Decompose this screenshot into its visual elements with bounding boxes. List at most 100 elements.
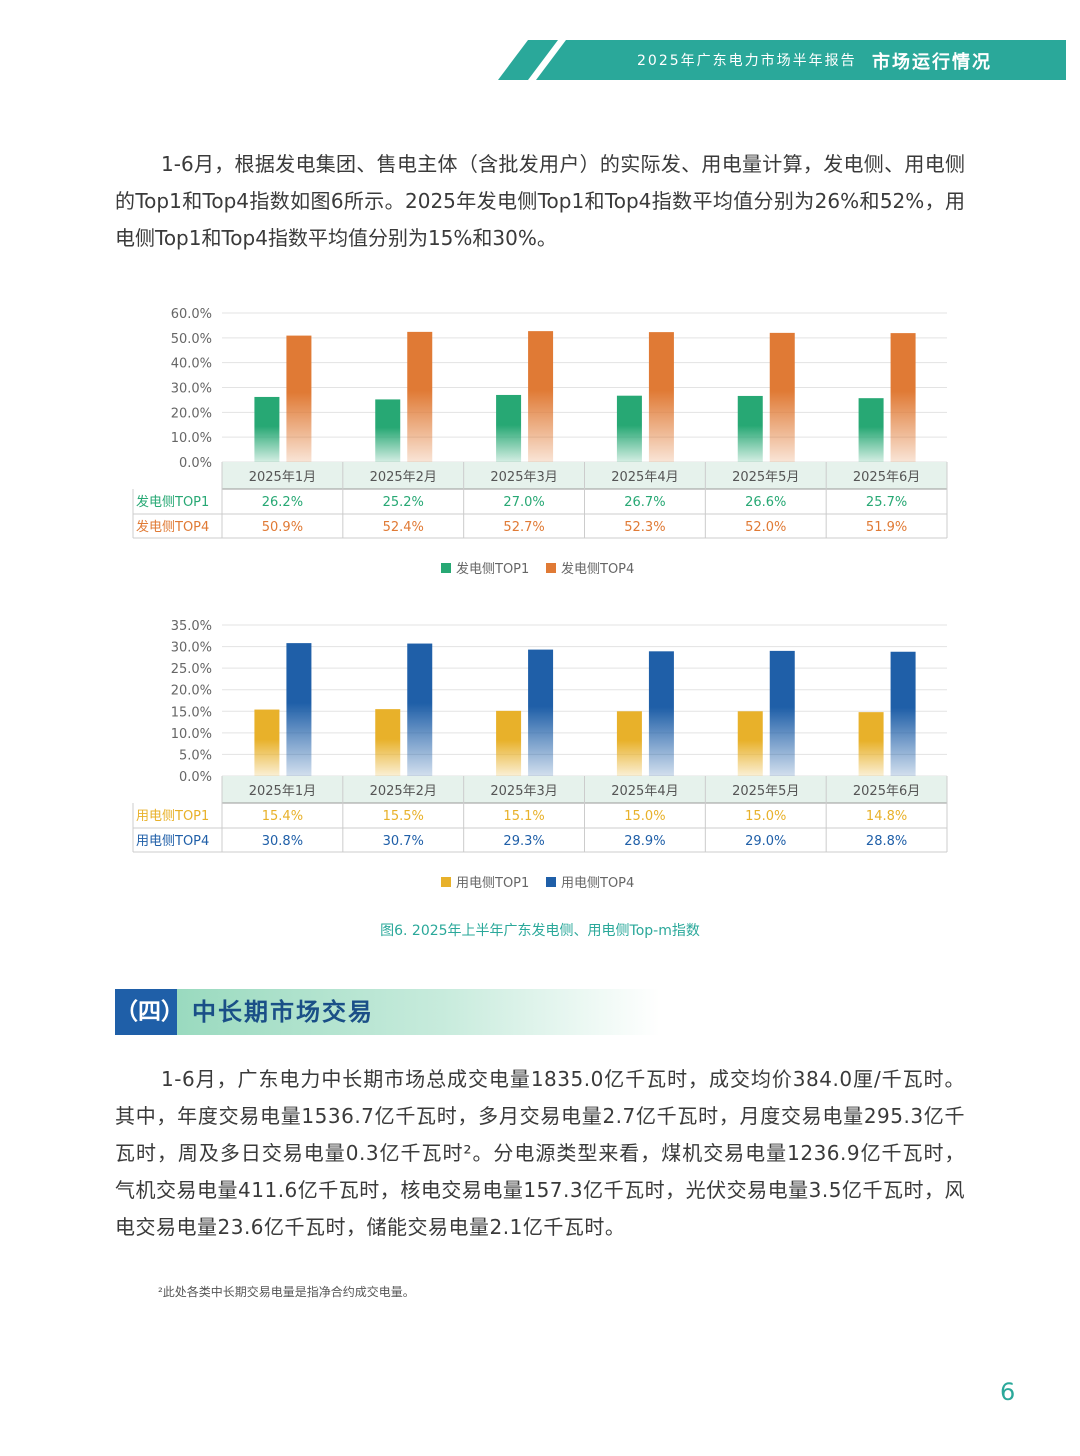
bar-发电侧TOP1 [254,396,280,462]
y-tick-label: 30.0% [171,641,212,656]
category-label: 2025年6月 [853,470,920,485]
legend-label: 发电侧TOP4 [561,561,634,577]
section-header: （四） 中长期市场交易 [115,989,660,1035]
bar-发电侧TOP4 [407,331,433,462]
y-tick-label: 40.0% [171,357,212,372]
data-label: 52.7% [503,520,544,535]
data-label: 25.7% [866,495,907,510]
category-label: 2025年5月 [732,784,799,799]
header-banner [498,40,1066,80]
category-label: 2025年6月 [853,784,920,799]
y-tick-label: 0.0% [179,456,212,471]
y-tick-label: 15.0% [171,705,212,720]
row-label: 发电侧TOP4 [136,519,209,535]
data-label: 15.1% [503,809,544,824]
bar-发电侧TOP4 [769,332,795,462]
category-label: 2025年4月 [611,784,678,799]
y-tick-label: 50.0% [171,332,212,347]
bar-用电侧TOP4 [286,643,312,776]
legend-label: 用电侧TOP1 [456,876,529,891]
y-tick-label: 20.0% [171,406,212,421]
data-label: 52.0% [745,520,786,535]
data-label: 29.3% [503,834,544,849]
data-label: 14.8% [866,809,907,824]
category-label: 2025年1月 [249,784,316,799]
bar-用电侧TOP1 [496,710,522,776]
bar-发电侧TOP1 [858,398,884,462]
y-tick-label: 10.0% [171,431,212,446]
report-title: 2025年广东电力市场半年报告 [637,53,857,69]
bar-用电侧TOP4 [890,651,916,776]
category-label: 2025年1月 [249,470,316,485]
y-tick-label: 60.0% [171,307,212,322]
legend-label: 用电侧TOP4 [561,876,634,891]
row-label: 发电侧TOP1 [136,494,209,510]
category-label: 2025年2月 [370,784,437,799]
bar-用电侧TOP1 [375,709,401,776]
legend-swatch [546,877,556,887]
bar-用电侧TOP4 [769,650,795,776]
category-label: 2025年3月 [490,470,557,485]
data-label: 15.0% [745,809,786,824]
legend-label: 发电侧TOP1 [456,561,529,577]
section-heading: 市场运行情况 [872,52,992,73]
legend-swatch [546,563,556,573]
generation-side-chart: 0.0% 10.0% 20.0% 30.0% 40.0% 50.0% 60.0% 2025年1… [132,307,948,577]
bar-发电侧TOP4 [890,333,916,462]
bar-发电侧TOP1 [616,395,642,462]
data-label: 27.0% [503,495,544,510]
bar-发电侧TOP1 [496,394,522,462]
data-label: 28.8% [866,834,907,849]
data-label: 30.7% [383,834,424,849]
bar-发电侧TOP4 [648,332,674,462]
data-label: 26.6% [745,495,786,510]
y-tick-label: 0.0% [179,770,212,785]
bar-发电侧TOP1 [737,395,763,462]
consumption-side-chart: 0.0% 5.0% 10.0% 15.0% 20.0% 25.0% 30.0% 35.0% 20… [132,619,948,891]
legend-swatch [441,877,451,887]
bar-用电侧TOP1 [254,709,280,776]
data-label: 29.0% [745,834,786,849]
category-label: 2025年5月 [732,470,799,485]
bar-用电侧TOP1 [737,711,763,776]
y-tick-label: 5.0% [179,748,212,763]
data-label: 25.2% [383,495,424,510]
data-label: 52.4% [383,520,424,535]
legend-swatch [441,563,451,573]
row-label: 用电侧TOP1 [136,809,209,824]
data-label: 26.7% [624,495,665,510]
row-label: 用电侧TOP4 [136,834,209,849]
category-label: 2025年4月 [611,470,678,485]
figure-caption: 图6. 2025年上半年广东发电侧、用电侧Top-m指数 [380,923,700,939]
bar-用电侧TOP4 [528,649,554,776]
data-label: 50.9% [262,520,303,535]
data-label: 15.0% [624,809,665,824]
data-label: 52.3% [624,520,665,535]
data-label: 28.9% [624,834,665,849]
page-number: 6 [1000,1378,1016,1406]
data-label: 26.2% [262,495,303,510]
bar-发电侧TOP1 [375,399,401,462]
data-label: 30.8% [262,834,303,849]
data-label: 15.4% [262,809,303,824]
category-label: 2025年2月 [370,470,437,485]
category-label: 2025年3月 [490,784,557,799]
y-tick-label: 10.0% [171,727,212,742]
data-label: 15.5% [383,809,424,824]
bar-用电侧TOP4 [407,643,433,776]
section-number: （四） [115,989,184,1035]
y-tick-label: 25.0% [171,662,212,677]
bar-发电侧TOP4 [286,335,312,462]
footnote: ²此处各类中长期交易电量是指净合约成交电量。 [158,1285,415,1299]
bar-发电侧TOP4 [528,331,554,462]
y-tick-label: 30.0% [171,382,212,397]
y-tick-label: 20.0% [171,684,212,699]
y-tick-label: 35.0% [171,619,212,634]
bar-用电侧TOP1 [858,712,884,776]
bar-用电侧TOP1 [616,711,642,776]
intro-paragraph: 1-6月，根据发电集团、售电主体（含批发用户）的实际发、用电量计算，发电侧、用电… [115,152,965,250]
data-label: 51.9% [866,520,907,535]
body-paragraph: 1-6月，广东电力中长期市场总成交电量1835.0亿千瓦时，成交均价384.0厘… [115,1067,965,1239]
bar-用电侧TOP4 [648,651,674,776]
section-title: 中长期市场交易 [192,998,374,1026]
